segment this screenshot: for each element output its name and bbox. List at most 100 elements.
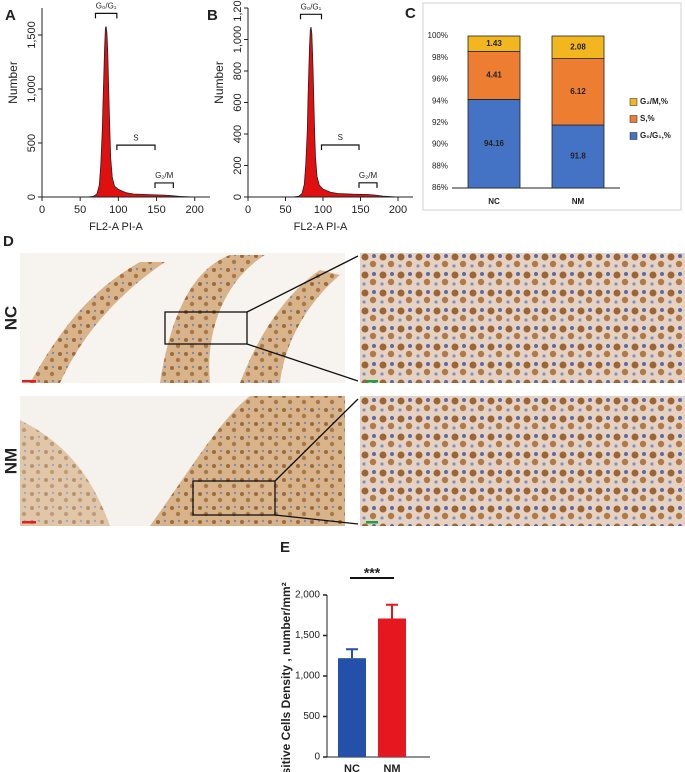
y-tick-label: 0 xyxy=(232,194,244,200)
micrograph-nm-high xyxy=(360,396,685,526)
x-tick-label: NC xyxy=(488,197,500,206)
y-tick-label: 1,000 xyxy=(295,671,320,682)
bar-segment xyxy=(551,124,605,189)
y-tick-label: 1,500 xyxy=(295,630,320,641)
y-tick-label: 500 xyxy=(26,134,38,152)
zoom-box xyxy=(164,311,248,345)
gate xyxy=(154,182,174,188)
data-label: 91.8 xyxy=(570,152,586,161)
scale-bar xyxy=(366,380,378,383)
significance-label: *** xyxy=(364,565,381,581)
tissue xyxy=(30,262,165,383)
x-axis-label: FL2-A PI-A xyxy=(294,221,348,233)
data-label: 4.41 xyxy=(486,71,502,80)
gate-label: G₀/G₁ xyxy=(301,2,322,11)
axis xyxy=(41,8,210,198)
gate xyxy=(358,182,378,188)
y-tick-label: 90% xyxy=(432,140,448,149)
zoom-arrow xyxy=(246,343,359,382)
histogram-outline xyxy=(248,26,413,198)
gate-label: G₂/M xyxy=(359,171,378,180)
micrograph-nc-high xyxy=(360,253,685,383)
bar-segment xyxy=(467,35,521,52)
y-tick-label: 100% xyxy=(428,31,448,40)
bar-segment xyxy=(551,58,605,126)
y-tick-label: 2,000 xyxy=(295,590,320,601)
y-axis-label: Positive Cells Density , number/mm² xyxy=(279,582,293,772)
error-bar xyxy=(386,603,398,619)
x-tick-label: 50 xyxy=(74,204,86,216)
gate xyxy=(94,12,118,19)
legend-label: G₂/M,% xyxy=(640,97,668,106)
bar xyxy=(338,658,366,757)
zoom-box xyxy=(192,480,276,516)
scale-bar xyxy=(22,380,36,383)
y-tick-label: 1,200 xyxy=(232,0,244,22)
gate xyxy=(320,144,360,151)
zoom-arrow xyxy=(274,514,359,525)
y-tick-label: 200 xyxy=(232,156,244,174)
gate xyxy=(116,144,156,151)
data-label: 1.43 xyxy=(486,39,502,48)
tissue xyxy=(20,420,110,526)
y-tick-label: 1,000 xyxy=(232,26,244,54)
x-tick-label: 150 xyxy=(147,204,165,216)
y-tick-label: 98% xyxy=(432,53,448,62)
gate-label: G₀/G₁ xyxy=(96,2,117,11)
scale-bar xyxy=(366,521,378,524)
x-tick-label: NM xyxy=(383,763,400,772)
x-tick-label: 0 xyxy=(245,204,251,216)
legend-swatch xyxy=(629,115,638,123)
x-axis-label: FL2-A PI-A xyxy=(89,221,143,233)
legend-swatch xyxy=(629,98,638,106)
axis xyxy=(247,8,413,198)
y-tick-label: 1,500 xyxy=(26,21,38,49)
images-panel: D NC NM xyxy=(1,233,685,526)
bar-segment xyxy=(551,35,605,59)
gate-label: S xyxy=(338,133,343,142)
gate xyxy=(299,13,323,20)
x-tick-label: NM xyxy=(572,197,585,206)
x-tick-label: 150 xyxy=(351,204,369,216)
y-tick-label: 400 xyxy=(232,125,244,143)
y-tick-label: 86% xyxy=(432,183,448,192)
y-tick-label: 0 xyxy=(314,752,320,763)
tissue xyxy=(160,255,265,383)
legend-label: S,% xyxy=(640,114,655,123)
y-tick-label: 800 xyxy=(232,62,244,80)
legend-swatch xyxy=(629,132,638,140)
y-tick-label: 1,000 xyxy=(26,75,38,103)
panel-label: A xyxy=(5,7,16,24)
gate-label: S xyxy=(133,133,138,142)
panel-label: E xyxy=(280,539,290,556)
y-tick-label: 94% xyxy=(432,96,448,105)
histogram-fill xyxy=(248,26,413,198)
zoom-arrow xyxy=(274,398,359,482)
scale-bar xyxy=(22,521,36,524)
panel-label: D xyxy=(3,233,14,250)
panel-label: C xyxy=(405,5,416,22)
y-tick-label: 600 xyxy=(232,93,244,111)
data-label: 2.08 xyxy=(570,42,586,51)
x-tick-label: NC xyxy=(344,763,360,772)
data-label: 6.12 xyxy=(570,87,586,96)
bar-segment xyxy=(467,51,521,100)
x-tick-label: 0 xyxy=(39,204,45,216)
x-tick-label: 200 xyxy=(186,204,204,216)
gate-label: G₂/M xyxy=(155,171,174,180)
y-axis-label: Number xyxy=(212,61,226,104)
row-label: NC xyxy=(1,306,20,331)
error-bar xyxy=(346,648,358,659)
y-axis-label: Number xyxy=(6,61,20,104)
row-label: NM xyxy=(1,448,20,474)
tissue xyxy=(240,270,340,383)
x-tick-label: 50 xyxy=(279,204,291,216)
zoom-arrow xyxy=(246,255,359,313)
y-tick-label: 88% xyxy=(432,161,448,170)
x-tick-label: 200 xyxy=(389,204,407,216)
panel-frame xyxy=(422,2,682,211)
tissue xyxy=(150,396,345,526)
y-tick-label: 96% xyxy=(432,75,448,84)
histogram-fill xyxy=(42,26,210,198)
